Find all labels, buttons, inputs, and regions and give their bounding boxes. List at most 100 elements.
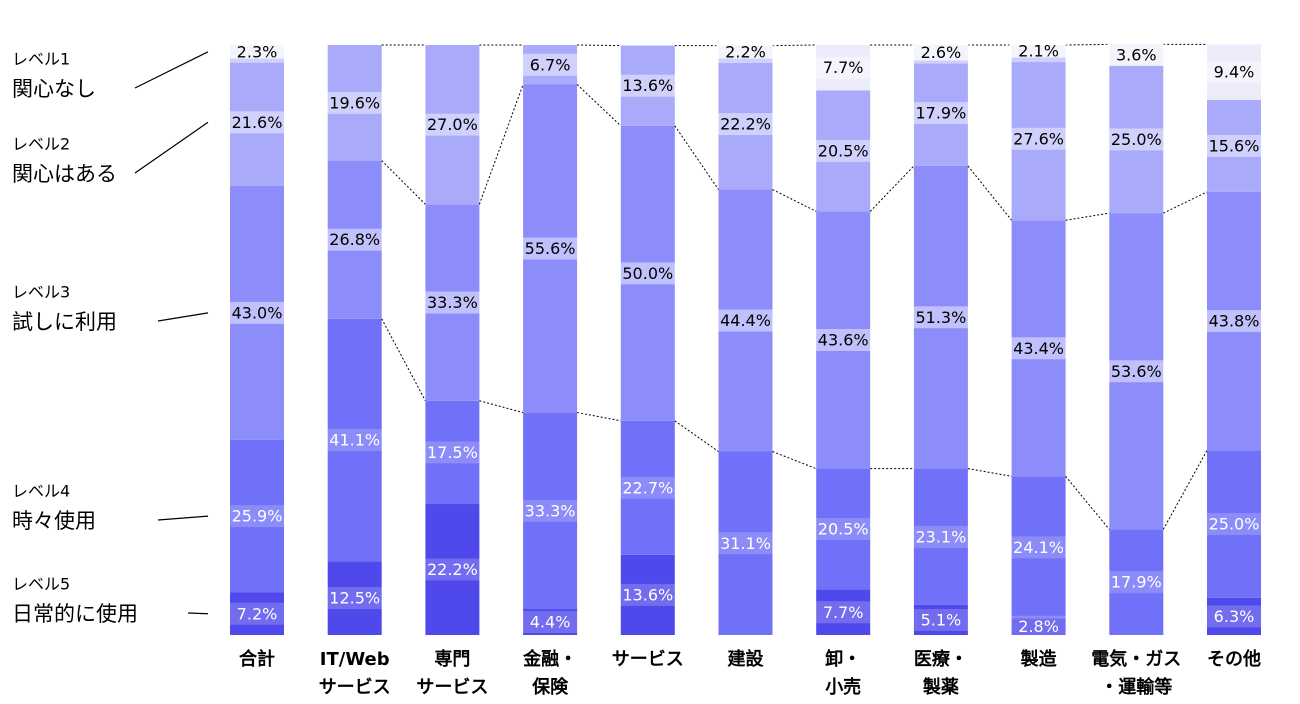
value-label: 22.7% — [622, 478, 673, 497]
value-label-bg — [1106, 128, 1167, 151]
bar-segment — [913, 60, 968, 166]
value-label: 26.8% — [329, 230, 380, 249]
value-label-bg — [813, 139, 874, 162]
value-label-bg — [1008, 127, 1069, 150]
connector — [1065, 43, 1110, 46]
value-label-bg — [227, 40, 287, 63]
x-tick-label-line: 建設 — [728, 648, 765, 670]
x-tick-label-line: サービス — [319, 677, 391, 698]
x-tick-label-line: IT/Web — [320, 649, 390, 670]
legend-level: レベル3 — [12, 283, 70, 302]
connector — [772, 451, 817, 470]
value-label-bg — [910, 41, 971, 64]
legend-level: レベル4 — [12, 482, 70, 501]
legend-label: 日常的に使用 — [12, 602, 138, 626]
value-label-bg — [910, 525, 971, 548]
value-label: 20.5% — [818, 141, 869, 160]
bar-segment — [718, 45, 773, 59]
legend-leader — [157, 312, 209, 322]
connector — [577, 44, 621, 47]
x-tick-label-line: 製造 — [1020, 648, 1057, 670]
bar-segment — [1207, 191, 1261, 451]
value-label: 12.5% — [329, 589, 380, 608]
legend-label: 試しに利用 — [12, 310, 117, 334]
x-tick-label: 金融・保険 — [522, 648, 577, 698]
bar-segment — [816, 45, 871, 91]
value-label: 2.6% — [921, 43, 962, 62]
value-label: 24.1% — [1013, 538, 1064, 557]
value-label-bg — [520, 611, 581, 634]
legend-leader — [134, 51, 209, 89]
value-label: 53.6% — [1111, 362, 1162, 381]
bar-segment — [1207, 597, 1261, 635]
value-label: 15.6% — [1209, 136, 1260, 155]
value-label-bg — [227, 301, 287, 324]
value-label-bg — [1008, 337, 1069, 360]
value-label: 27.0% — [427, 115, 478, 134]
value-label: 25.0% — [1209, 515, 1260, 534]
value-label: 2.8% — [1018, 617, 1059, 636]
bar-segment — [620, 125, 675, 421]
value-label: 43.0% — [232, 303, 283, 322]
connector — [576, 84, 622, 127]
value-label-bg — [715, 113, 776, 136]
bar-segment — [913, 165, 968, 469]
x-tick-label: 医療・製薬 — [914, 648, 968, 698]
bar-segment — [230, 592, 284, 635]
connector — [869, 165, 915, 212]
value-label: 2.1% — [1018, 42, 1059, 61]
connector — [674, 125, 719, 190]
value-label: 17.9% — [1111, 573, 1162, 592]
x-tick-label-line: 金融・ — [522, 648, 577, 670]
value-label-bg — [715, 309, 776, 332]
x-tick-label-line: サービス — [612, 649, 684, 670]
value-label-bg — [227, 505, 287, 528]
connector — [1065, 212, 1110, 221]
x-tick-label-line: その他 — [1207, 648, 1261, 670]
bar-segment — [1109, 213, 1164, 530]
bar-segment — [230, 186, 284, 440]
value-label-bg — [910, 102, 971, 125]
bar-segment — [425, 45, 480, 205]
connector — [967, 165, 1012, 221]
legend-leader — [134, 121, 209, 174]
bar-segment — [327, 561, 382, 635]
bar-segment — [1207, 450, 1261, 598]
bar-segment — [523, 84, 578, 413]
x-tick-label-line: 製薬 — [922, 677, 959, 698]
bar-segment — [816, 211, 871, 469]
value-label-bg — [324, 91, 385, 114]
bar-segment — [620, 420, 675, 555]
bar-segment — [523, 412, 578, 610]
bar-segment — [1207, 44, 1261, 100]
x-tick-label-line: 電気・ガス — [1091, 648, 1181, 670]
bar-segment — [816, 589, 871, 635]
legend-level: レベル2 — [12, 135, 70, 154]
value-label-bg — [227, 602, 287, 625]
value-label-bg — [1204, 513, 1264, 536]
value-label: 17.9% — [915, 104, 966, 123]
value-label: 25.0% — [1111, 130, 1162, 149]
value-label: 6.7% — [530, 55, 571, 74]
x-tick-label-line: ・運輸等 — [1100, 676, 1172, 698]
x-tick-label-line: 保険 — [531, 676, 569, 698]
bar-segment — [425, 400, 480, 505]
connector — [674, 420, 719, 452]
x-tick-label-line: 小売 — [825, 676, 861, 698]
value-label: 7.2% — [237, 604, 278, 623]
bar-segment — [1011, 57, 1066, 221]
bar-segment — [913, 604, 968, 635]
value-label-bg — [813, 518, 874, 541]
value-label-bg — [520, 237, 581, 260]
value-label: 25.9% — [232, 507, 283, 526]
bar-segment — [327, 318, 382, 562]
bar-segment — [230, 45, 284, 59]
bar-segment — [230, 58, 284, 187]
connector — [772, 189, 817, 212]
value-label: 2.3% — [237, 42, 278, 61]
bar-segment — [620, 45, 675, 126]
legend-level: レベル1 — [12, 50, 70, 69]
value-label-bg — [1106, 360, 1167, 383]
value-label-bg — [422, 441, 483, 464]
connector — [967, 468, 1012, 477]
